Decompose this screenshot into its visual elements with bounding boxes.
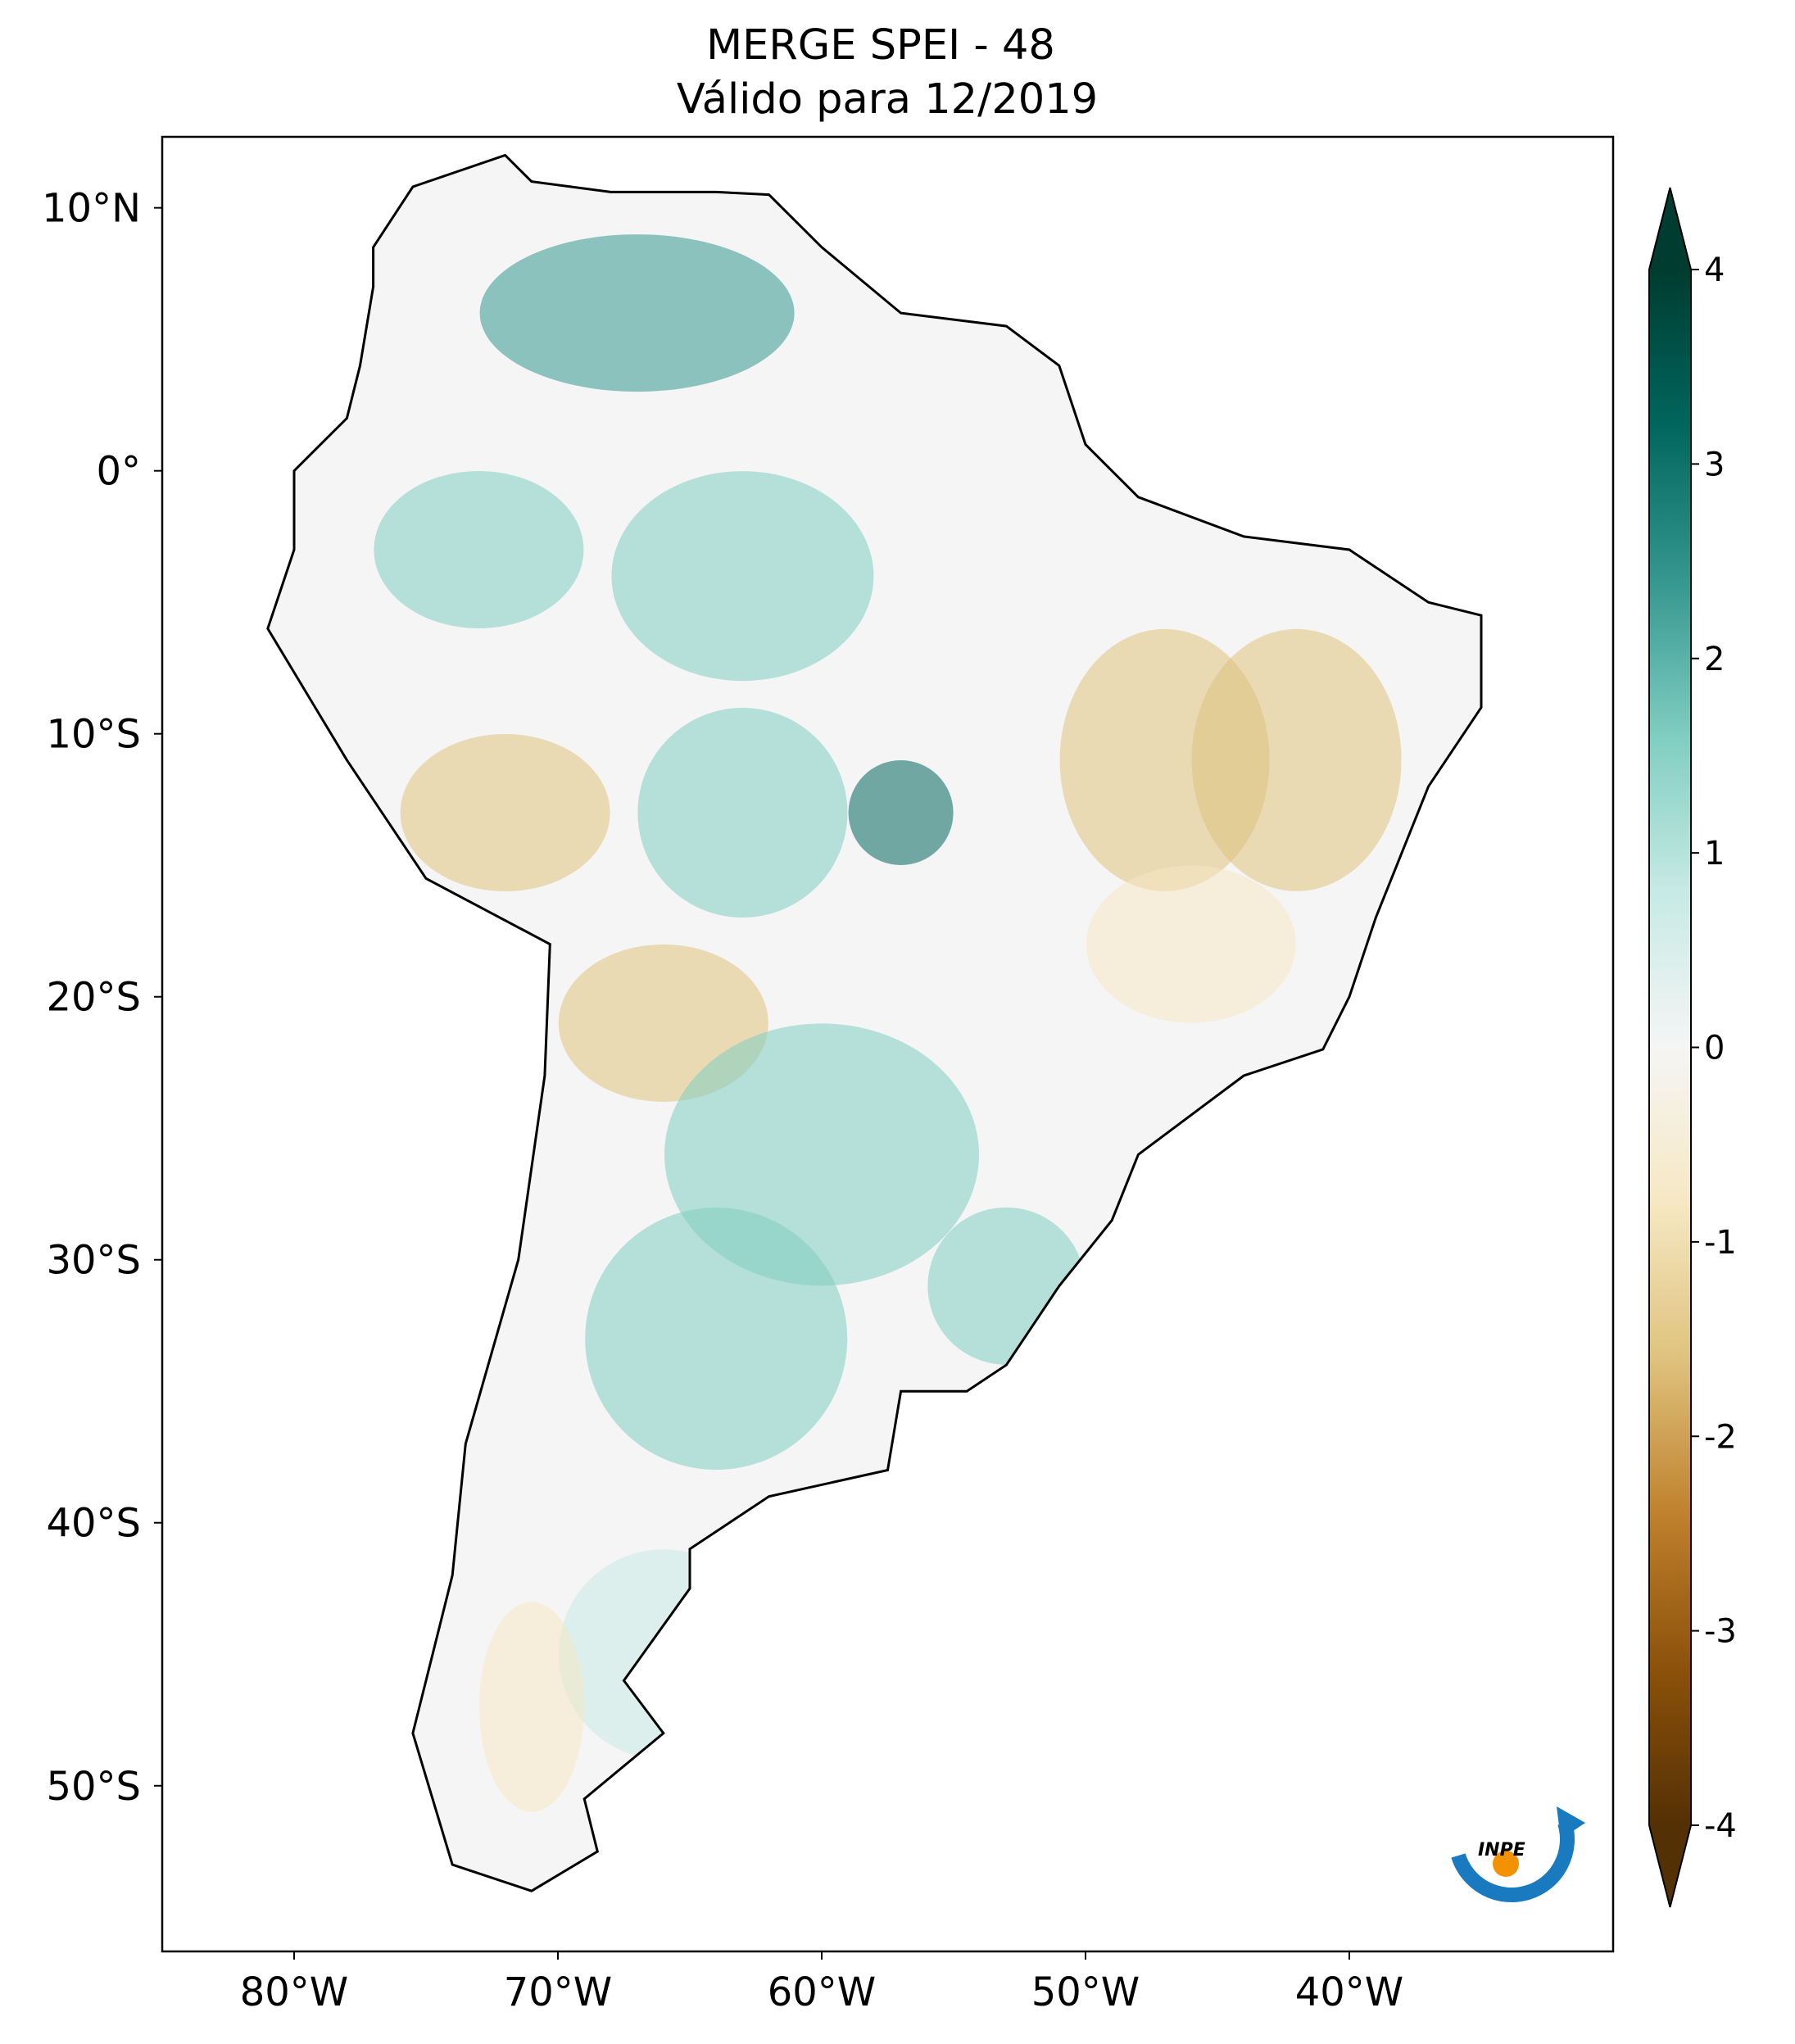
colorbar-tick-label: 4 xyxy=(1704,252,1725,289)
colorbar-extend-max xyxy=(1649,188,1691,270)
y-tick-label: 50°S xyxy=(46,1764,141,1810)
colorbar-tick-label: -4 xyxy=(1704,1807,1737,1845)
colorbar-tick-label: 2 xyxy=(1704,641,1725,678)
map xyxy=(266,153,1483,1892)
logo-swoosh xyxy=(1451,1820,1575,1902)
y-tick-label: 40°S xyxy=(46,1501,141,1547)
spei-area xyxy=(479,234,795,392)
spei-area xyxy=(374,470,584,628)
coastline xyxy=(266,153,1483,1892)
y-tick-label: 10°N xyxy=(42,186,141,232)
y-tick-label: 30°S xyxy=(46,1238,141,1284)
logo-arrow xyxy=(1557,1806,1585,1839)
spei-area xyxy=(478,1602,584,1812)
colorbar-tick-label: 0 xyxy=(1704,1030,1725,1067)
logo-text: INPE xyxy=(1478,1840,1525,1860)
colorbar-tick-label: 1 xyxy=(1704,835,1725,872)
y-tick-label: 10°S xyxy=(46,712,141,758)
spei-area xyxy=(558,1549,768,1760)
spei-area xyxy=(611,471,874,682)
colorbar xyxy=(1649,270,1691,1825)
x-tick-label: 40°W xyxy=(1295,1969,1404,2015)
map-frame xyxy=(161,135,1615,1953)
spei-area xyxy=(637,708,848,918)
colorbar-tick-label: 3 xyxy=(1704,446,1725,483)
colorbar-tick-label: -2 xyxy=(1704,1418,1737,1456)
x-tick-label: 60°W xyxy=(768,1969,877,2015)
x-tick-label: 80°W xyxy=(240,1969,349,2015)
spei-area xyxy=(585,1208,848,1471)
spei-area xyxy=(1191,628,1402,891)
y-tick-label: 20°S xyxy=(46,975,141,1021)
colorbar-tick-label: -3 xyxy=(1704,1613,1737,1651)
y-tick-label: 0° xyxy=(96,449,141,495)
logo-dot xyxy=(1493,1851,1519,1877)
spei-area xyxy=(400,734,610,892)
logo: INPE xyxy=(1451,1806,1585,1902)
spei-area xyxy=(848,760,954,866)
colorbar-extend-min xyxy=(1649,1825,1691,1907)
spei-area xyxy=(927,1207,1086,1365)
land xyxy=(267,155,1481,1892)
spei-area xyxy=(1086,865,1296,1023)
x-tick-label: 70°W xyxy=(504,1969,613,2015)
subtitle: Válido para 12/2019 xyxy=(677,75,1098,124)
title: MERGE SPEI - 48 xyxy=(706,21,1055,70)
colorbar-tick-label: -1 xyxy=(1704,1224,1737,1262)
x-tick-label: 50°W xyxy=(1031,1969,1140,2015)
